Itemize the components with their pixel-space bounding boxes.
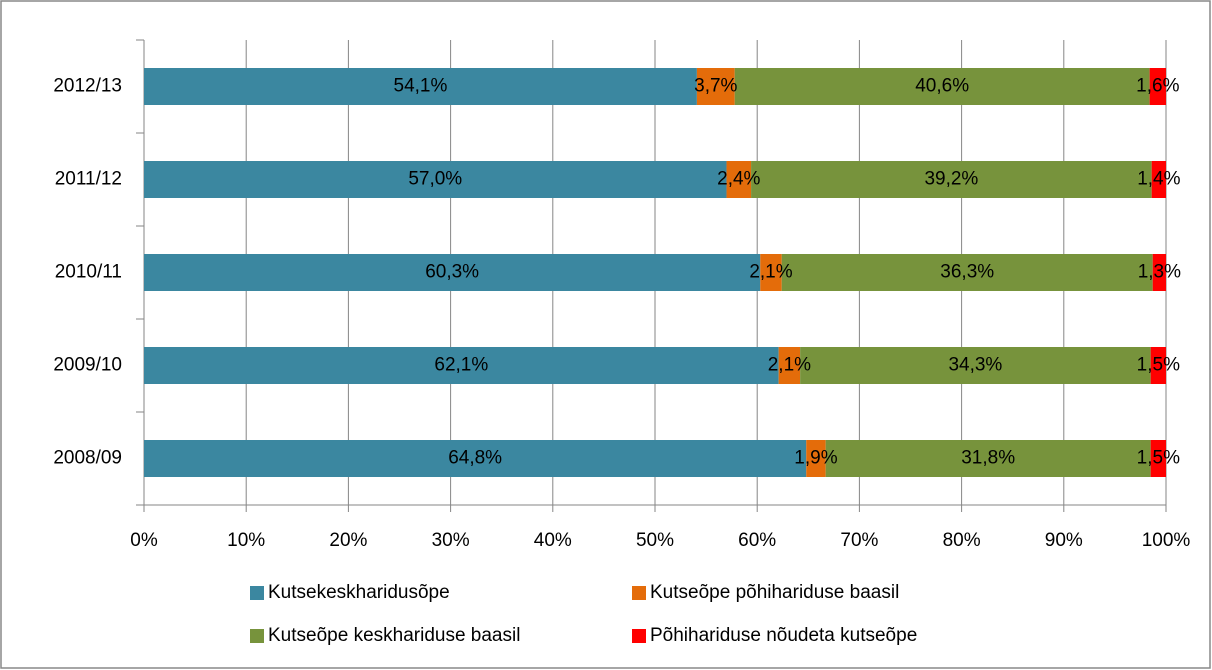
data-label: 60,3% (425, 262, 479, 283)
x-tick-label: 100% (1142, 530, 1191, 551)
x-tick-label: 30% (432, 530, 470, 551)
data-label: 2,1% (749, 262, 792, 283)
data-label: 34,3% (948, 355, 1002, 376)
legend-swatch (632, 629, 646, 643)
x-tick-label: 60% (738, 530, 776, 551)
bar-segment (1150, 347, 1166, 384)
x-tick-label: 20% (329, 530, 367, 551)
bar-segment (734, 68, 1150, 105)
legend-label: Kutseõpe põhihariduse baasil (650, 582, 899, 603)
data-label: 3,7% (694, 76, 737, 97)
data-label: 57,0% (408, 169, 462, 190)
data-label: 40,6% (915, 76, 969, 97)
bar-segment (1151, 161, 1166, 198)
x-tick-label: 40% (534, 530, 572, 551)
bar-segment (806, 440, 826, 477)
bar-segment (800, 347, 1151, 384)
data-label: 1,5% (1137, 448, 1180, 469)
bar-segment (1150, 440, 1166, 477)
x-tick-label: 50% (636, 530, 674, 551)
legend-swatch (632, 586, 646, 600)
legend-label: Põhihariduse nõudeta kutseõpe (650, 625, 917, 646)
data-label: 64,8% (448, 448, 502, 469)
data-label: 2,4% (717, 169, 760, 190)
legend-swatch (250, 586, 264, 600)
data-label: 39,2% (924, 169, 978, 190)
data-label: 62,1% (434, 355, 488, 376)
bar-segment (726, 161, 752, 198)
legend-swatch (250, 629, 264, 643)
bar-segment (144, 161, 727, 198)
legend-label: Kutseõpe keskhariduse baasil (268, 625, 520, 646)
x-tick-label: 0% (130, 530, 158, 551)
y-tick-label: 2012/13 (53, 76, 122, 97)
bar-segment (144, 254, 761, 291)
data-label: 1,9% (794, 448, 837, 469)
bar-segment (760, 254, 782, 291)
data-label: 36,3% (940, 262, 994, 283)
data-label: 1,4% (1137, 169, 1180, 190)
bar-segment (144, 347, 779, 384)
bar-segment (751, 161, 1152, 198)
bar-segment (1149, 68, 1166, 105)
bar-segment (1152, 254, 1166, 291)
bar-segment (144, 440, 807, 477)
data-label: 2,1% (768, 355, 811, 376)
y-tick-label: 2011/12 (55, 169, 122, 190)
x-tick-label: 10% (227, 530, 265, 551)
bar-segment (781, 254, 1153, 291)
x-tick-label: 90% (1045, 530, 1083, 551)
data-label: 54,1% (394, 76, 448, 97)
bar-segment (825, 440, 1151, 477)
data-label: 1,6% (1136, 76, 1179, 97)
bar-segment (778, 347, 801, 384)
x-tick-label: 80% (943, 530, 981, 551)
x-tick-label: 70% (840, 530, 878, 551)
data-label: 31,8% (961, 448, 1015, 469)
data-label: 1,5% (1137, 355, 1180, 376)
data-label: 1,3% (1138, 262, 1181, 283)
y-tick-label: 2010/11 (55, 262, 122, 283)
y-tick-label: 2009/10 (53, 355, 122, 376)
bar-segment (696, 68, 735, 105)
bar-segment (144, 68, 697, 105)
y-tick-label: 2008/09 (53, 448, 122, 469)
legend-label: Kutsekeskharidusõpe (268, 582, 450, 603)
